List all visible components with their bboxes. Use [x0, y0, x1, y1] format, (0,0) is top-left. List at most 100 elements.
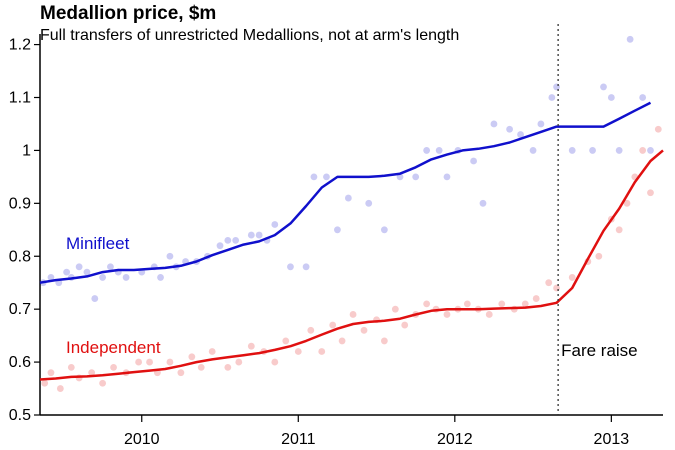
- minifleet-point: [157, 274, 164, 281]
- independent-point: [294, 348, 302, 355]
- minifleet-point: [166, 252, 174, 260]
- minifleet-point: [107, 263, 114, 271]
- independent-point: [654, 125, 662, 133]
- independent-point: [639, 147, 647, 154]
- minifleet-point: [302, 263, 310, 271]
- independent-point: [423, 300, 431, 308]
- independent-point: [443, 311, 451, 318]
- minifleet-point: [479, 199, 487, 207]
- independent-point: [41, 379, 49, 387]
- y-tick-label: 0.8: [9, 248, 31, 265]
- fare-raise-label: Fare raise: [561, 341, 638, 360]
- minifleet-point: [310, 173, 318, 181]
- minifleet-point: [548, 94, 556, 101]
- minifleet-point: [380, 226, 388, 234]
- minifleet-point: [506, 125, 513, 133]
- independent-point: [307, 326, 315, 334]
- independent-point: [553, 284, 560, 292]
- minifleet-series-label: Minifleet: [66, 234, 130, 253]
- independent-point: [380, 337, 388, 345]
- minifleet-point: [323, 173, 330, 181]
- minifleet-point: [423, 147, 431, 154]
- y-tick-label: 0.5: [9, 407, 31, 424]
- independent-point: [623, 199, 631, 207]
- minifleet-trend-line: [39, 101, 652, 284]
- minifleet-point: [626, 35, 634, 43]
- y-tick-label: 1.1: [9, 90, 31, 107]
- independent-point: [135, 358, 143, 366]
- minifleet-point: [607, 94, 615, 101]
- minifleet-point: [287, 263, 294, 271]
- independent-point: [391, 305, 399, 313]
- independent-point: [88, 369, 96, 377]
- minifleet-point: [589, 147, 596, 154]
- minifleet-point: [600, 83, 607, 91]
- independent-point: [463, 300, 471, 308]
- tick-labels: 0.5 0.6 0.7 0.8 0.9 1 1.1 1.2 2010 2011 2012 2013: [9, 37, 629, 448]
- independent-point: [532, 295, 540, 302]
- independent-point: [110, 363, 117, 371]
- chart-title: Medallion price, $m: [40, 3, 216, 24]
- minifleet-point: [271, 221, 279, 228]
- minifleet-point: [63, 268, 71, 276]
- independent-point: [208, 348, 216, 355]
- x-tick-label: 2012: [437, 431, 473, 448]
- independent-point: [188, 353, 196, 361]
- x-tick-label: 2011: [281, 431, 316, 448]
- minifleet-point: [529, 147, 537, 154]
- minifleet-point: [435, 147, 443, 154]
- independent-point: [545, 279, 553, 287]
- y-tick-label: 1: [22, 142, 31, 159]
- independent-point: [521, 300, 529, 308]
- independent-point: [349, 311, 357, 318]
- minifleet-point: [344, 194, 352, 202]
- minifleet-point: [122, 274, 130, 281]
- independent-point: [485, 311, 493, 318]
- minifleet-point: [83, 268, 91, 276]
- trend-lines: [39, 101, 664, 381]
- y-tick-label: 0.7: [9, 301, 31, 318]
- series-labels: Minifleet Independent: [66, 234, 161, 357]
- minifleet-point: [490, 120, 498, 128]
- independent-point: [360, 326, 368, 334]
- minifleet-point: [412, 173, 420, 181]
- minifleet-point: [470, 157, 477, 165]
- minifleet-point: [334, 226, 341, 234]
- independent-point: [329, 321, 337, 329]
- axes: [34, 34, 663, 422]
- independent-point: [401, 321, 409, 329]
- independent-point: [318, 348, 326, 355]
- minifleet-point: [232, 236, 240, 244]
- annotation-lines: Fare raise: [557, 24, 638, 415]
- chart-subtitle: Full transfers of unrestricted Medallion…: [40, 27, 459, 44]
- independent-trend-line: [39, 149, 664, 381]
- independent-point: [146, 358, 153, 366]
- independent-point: [47, 369, 55, 377]
- independent-point: [224, 363, 232, 371]
- independent-point: [338, 337, 346, 345]
- independent-point: [67, 363, 75, 371]
- independent-point: [247, 342, 255, 350]
- independent-point: [177, 369, 185, 377]
- minifleet-point: [75, 263, 83, 271]
- minifleet-point: [443, 173, 451, 181]
- scatter-points: [39, 35, 662, 392]
- minifleet-point: [615, 147, 623, 154]
- independent-point: [282, 337, 290, 345]
- minifleet-point: [517, 131, 524, 138]
- independent-series-label: Independent: [66, 338, 161, 357]
- minifleet-point: [47, 274, 55, 281]
- minifleet-point: [247, 231, 255, 239]
- minifleet-point: [647, 147, 654, 154]
- independent-point: [615, 226, 623, 234]
- independent-point: [56, 385, 64, 392]
- x-tick-label: 2010: [124, 431, 160, 448]
- independent-point: [498, 300, 506, 308]
- minifleet-point: [553, 83, 560, 91]
- minifleet-point: [537, 120, 545, 128]
- minifleet-point: [224, 236, 232, 244]
- independent-point: [197, 363, 205, 371]
- minifleet-point: [216, 242, 224, 250]
- y-tick-label: 1.2: [9, 37, 31, 54]
